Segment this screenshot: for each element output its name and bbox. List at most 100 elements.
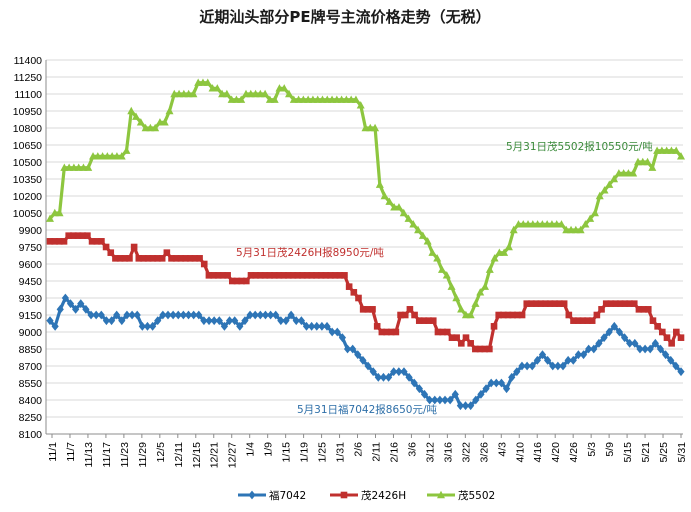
data-point-fu7042 — [200, 316, 208, 326]
data-point-fu7042 — [128, 310, 136, 320]
data-point-mao2426h — [172, 255, 180, 262]
data-point-fu7042 — [538, 350, 547, 360]
series-mao5502 — [46, 78, 685, 319]
data-point-mao2426h — [518, 311, 526, 319]
data-point-fu7042 — [143, 321, 152, 331]
data-point-mao2426h — [528, 300, 535, 307]
x-tick-label: 12/5 — [155, 442, 167, 463]
data-point-mao2426h — [635, 306, 643, 313]
data-point-mao2426h — [598, 306, 605, 313]
x-tick-label: 2/6 — [353, 442, 365, 457]
y-tick-label: 9900 — [19, 225, 43, 237]
data-point-mao2426h — [308, 272, 316, 279]
data-point-mao2426h — [182, 255, 189, 262]
data-point-mao2426h — [341, 272, 348, 279]
data-point-mao2426h — [280, 272, 288, 279]
data-point-fu7042 — [113, 310, 121, 320]
data-point-fu7042 — [56, 304, 64, 314]
data-point-mao2426h — [158, 255, 166, 262]
x-tick-label: 12/11 — [173, 442, 185, 468]
data-point-mao5502 — [261, 89, 270, 98]
data-point-mao2426h — [458, 340, 465, 347]
data-point-mao5502 — [677, 152, 685, 160]
data-point-fu7042 — [395, 367, 403, 377]
data-point-mao5502 — [485, 265, 494, 273]
data-point-fu7042 — [349, 344, 357, 354]
x-tick-label: 11/23 — [119, 442, 131, 468]
data-point-mao2426h — [238, 277, 245, 285]
y-tick-label: 11250 — [14, 72, 43, 84]
data-point-mao2426h — [495, 311, 503, 319]
data-point-mao5502 — [600, 186, 609, 194]
data-point-fu7042 — [585, 344, 593, 354]
data-point-fu7042 — [384, 372, 393, 382]
data-point-mao2426h — [112, 255, 119, 262]
data-point-mao5502 — [509, 225, 518, 234]
data-point-fu7042 — [97, 310, 105, 320]
y-tick-label: 10350 — [13, 174, 42, 186]
data-point-mao2426h — [387, 328, 395, 336]
data-point-mao2426h — [616, 300, 624, 307]
y-tick-label: 8100 — [19, 429, 43, 441]
y-tick-label: 11400 — [14, 55, 43, 67]
annotations: 5月31日茂5502报10550元/吨 5月31日茂2426H报8950元/吨 … — [236, 140, 653, 416]
data-point-fu7042 — [646, 344, 654, 354]
data-point-fu7042 — [266, 310, 275, 320]
data-point-mao2426h — [116, 255, 124, 262]
y-axis-ticks: 8100 8250 8400 8550 8700 8850 9000 9150 9300 9450… — [13, 55, 42, 441]
data-point-mao2426h — [200, 260, 208, 268]
data-point-mao2426h — [355, 294, 362, 302]
data-point-fu7042 — [359, 355, 367, 365]
data-point-fu7042 — [600, 333, 608, 343]
y-tick-label: 8550 — [19, 378, 43, 390]
data-point-fu7042 — [313, 321, 321, 331]
data-point-mao2426h — [415, 317, 423, 324]
data-point-fu7042 — [513, 367, 521, 377]
data-point-fu7042 — [164, 310, 172, 320]
data-point-fu7042 — [656, 344, 665, 354]
data-point-mao2426h — [607, 300, 615, 307]
data-point-mao2426h — [612, 300, 619, 307]
data-point-mao2426h — [565, 311, 573, 319]
data-point-fu7042 — [246, 310, 254, 320]
data-point-fu7042 — [179, 310, 187, 320]
data-point-fu7042 — [431, 395, 439, 405]
data-point-fu7042 — [472, 395, 480, 405]
annotation-mao2426h: 5月31日茂2426H报8950元/吨 — [236, 246, 384, 259]
data-point-mao2426h — [289, 272, 297, 279]
x-tick-label: 4/16 — [532, 442, 544, 463]
y-tick-label: 8400 — [19, 395, 43, 407]
data-point-mao2426h — [486, 345, 493, 353]
x-tick-label: 5/25 — [658, 442, 670, 463]
data-point-fu7042 — [343, 344, 352, 354]
data-point-mao5502 — [629, 169, 638, 177]
data-point-mao2426h — [65, 232, 72, 239]
y-tick-label: 10950 — [13, 106, 42, 118]
data-point-mao2426h — [121, 255, 129, 262]
data-point-mao2426h — [88, 238, 96, 245]
data-point-fu7042 — [195, 310, 203, 320]
data-point-fu7042 — [215, 316, 223, 326]
data-point-fu7042 — [615, 327, 624, 337]
data-point-mao2426h — [542, 300, 549, 307]
data-point-mao5502 — [270, 95, 279, 103]
data-point-fu7042 — [102, 316, 111, 326]
x-tick-label: 12/21 — [209, 442, 221, 468]
data-point-mao2426h — [84, 232, 91, 239]
x-tick-label: 12/15 — [191, 442, 203, 468]
data-point-mao2426h — [271, 272, 278, 279]
data-point-mao2426h — [191, 255, 199, 262]
data-point-mao5502 — [490, 254, 499, 262]
y-tick-label: 10800 — [13, 123, 42, 135]
data-point-fu7042 — [292, 316, 300, 326]
data-point-fu7042 — [631, 338, 639, 348]
x-tick-label: 3/22 — [460, 442, 472, 463]
x-tick-label: 11/17 — [101, 442, 113, 468]
data-point-fu7042 — [338, 333, 347, 343]
x-tick-label: 3/16 — [442, 442, 454, 463]
data-point-mao5502 — [117, 152, 126, 160]
legend-item-mao2426h: 茂2426H — [330, 489, 406, 502]
data-point-fu7042 — [241, 316, 249, 326]
data-point-fu7042 — [282, 316, 290, 326]
data-point-mao2426h — [336, 272, 344, 279]
